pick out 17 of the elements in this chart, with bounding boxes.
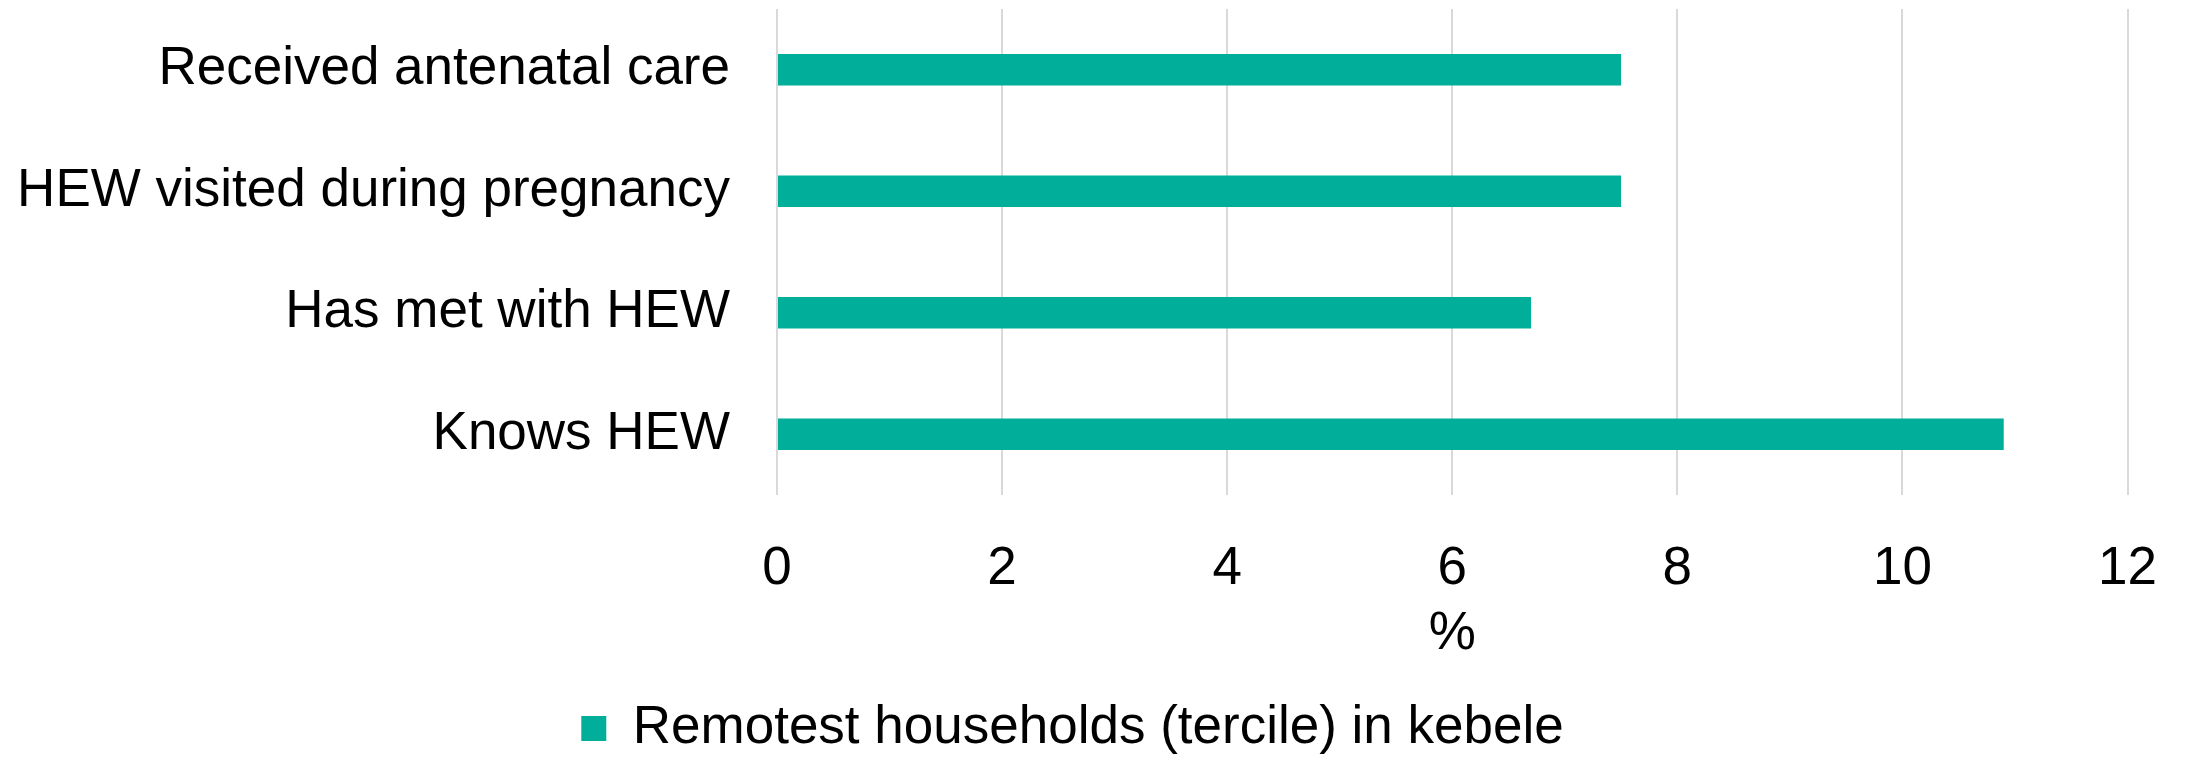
x-tick-label: 8 [1662,536,1693,596]
y-tick-label: Has met with HEW [285,279,730,339]
y-tick-label: Received antenatal care [158,36,730,96]
x-tick-label: 10 [1872,536,1932,596]
x-axis-title: % [1428,600,1476,660]
x-tick-label: 12 [2098,536,2157,596]
bar [778,53,1622,86]
bar [778,418,2004,451]
y-tick-label: HEW visited during pregnancy [17,157,731,217]
x-tick-label: 0 [762,536,792,596]
bar [778,175,1622,208]
x-tick-label: 4 [1212,536,1242,596]
x-tick-label: 2 [987,536,1017,596]
x-tick-label: 6 [1437,536,1467,596]
y-tick-label: Knows HEW [432,400,730,460]
legend-label: Remotest households (tercile) in kebele [632,695,1564,755]
bar [778,296,1532,329]
